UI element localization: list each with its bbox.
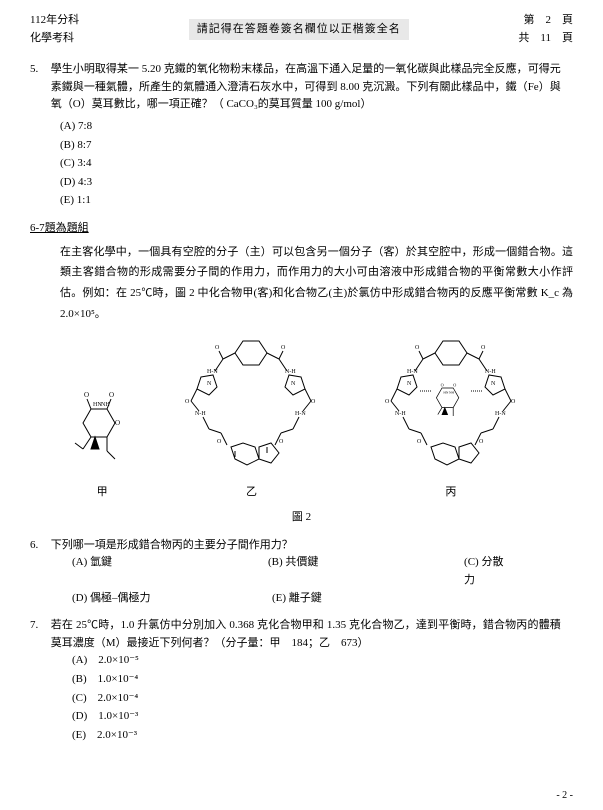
svg-text:O: O bbox=[109, 391, 114, 399]
svg-text:N-H: N-H bbox=[485, 369, 496, 375]
figure-bing-label: 丙 bbox=[366, 484, 536, 502]
molecule-yi-icon: O O H-N N-H N N O O N-H H-N O O bbox=[171, 333, 331, 473]
q5-options: (A) 7:8 (B) 8:7 (C) 3:4 (D) 4:3 (E) 1:1 bbox=[60, 118, 573, 210]
question-5: 5. 學生小明取得某一 5.20 克鐵的氧化物粉末樣品，在高溫下通入足量的一氧化… bbox=[30, 61, 573, 210]
q5-opt-c: (C) 3:4 bbox=[60, 155, 573, 173]
molecule-bing-icon: O O H-N N-H N N O O N-H H-N O O bbox=[366, 333, 536, 473]
svg-text:NH: NH bbox=[449, 391, 455, 395]
total-label: 共 11 頁 bbox=[518, 30, 573, 48]
q7-number: 7. bbox=[30, 617, 48, 635]
svg-text:HN: HN bbox=[443, 391, 449, 395]
question-6: 6. 下列哪一項是形成錯合物丙的主要分子間作用力？ (A) 氫鍵 (B) 共價鍵… bbox=[30, 537, 573, 607]
figure-jia: O O HN NH O 甲 bbox=[67, 383, 137, 501]
header-right: 第 2 頁 共 11 頁 bbox=[518, 12, 573, 47]
svg-text:H-N: H-N bbox=[207, 369, 218, 375]
molecule-jia-icon: O O HN NH O bbox=[67, 383, 137, 473]
figure-2-row: O O HN NH O 甲 O O H-N N-H bbox=[50, 333, 553, 501]
q5-number: 5. bbox=[30, 61, 48, 79]
q6-body: 下列哪一項是形成錯合物丙的主要分子間作用力？ bbox=[51, 537, 561, 555]
svg-text:H-N: H-N bbox=[495, 411, 506, 417]
svg-text:N: N bbox=[491, 381, 496, 387]
q7-opt-b: (B) 1.0×10⁻⁴ bbox=[72, 671, 573, 689]
group-6-7-title: 6-7題為題組 bbox=[30, 220, 573, 238]
group-6-7-passage: 在主客化學中，一個具有空腔的分子（主）可以包含另一個分子（客）於其空腔中，形成一… bbox=[60, 242, 573, 326]
q6-options: (A) 氫鍵 (B) 共價鍵 (C) 分散力 (D) 偶極–偶極力 (E) 離子… bbox=[72, 554, 573, 607]
svg-text:O: O bbox=[84, 391, 89, 399]
figure-2-caption: 圖 2 bbox=[30, 509, 573, 527]
q6-opt-b: (B) 共價鍵 bbox=[268, 554, 404, 589]
svg-text:O: O bbox=[279, 439, 284, 445]
q5-opt-a: (A) 7:8 bbox=[60, 118, 573, 136]
page-label: 第 2 頁 bbox=[518, 12, 573, 30]
svg-text:O: O bbox=[281, 345, 286, 351]
q7-opt-a: (A) 2.0×10⁻⁵ bbox=[72, 652, 573, 670]
svg-text:O: O bbox=[385, 399, 390, 405]
svg-text:H-N: H-N bbox=[295, 411, 306, 417]
q6-opt-e: (E) 離子鍵 bbox=[272, 590, 322, 608]
q6-opt-c: (C) 分散力 bbox=[464, 554, 513, 589]
svg-text:N: N bbox=[291, 381, 296, 387]
svg-text:O: O bbox=[217, 439, 222, 445]
q5-opt-e: (E) 1:1 bbox=[60, 192, 573, 210]
header-left: 112年分科 化學考科 bbox=[30, 12, 79, 47]
q6-opt-a: (A) 氫鍵 bbox=[72, 554, 208, 589]
subject-line: 化學考科 bbox=[30, 30, 79, 48]
svg-text:N-H: N-H bbox=[285, 369, 296, 375]
svg-text:N-H: N-H bbox=[195, 411, 206, 417]
q7-options: (A) 2.0×10⁻⁵ (B) 1.0×10⁻⁴ (C) 2.0×10⁻⁴ (… bbox=[72, 652, 573, 744]
q5-opt-d: (D) 4:3 bbox=[60, 174, 573, 192]
year-line: 112年分科 bbox=[30, 12, 79, 30]
svg-text:N-H: N-H bbox=[395, 411, 406, 417]
svg-text:O: O bbox=[453, 383, 456, 388]
svg-text:N: N bbox=[407, 381, 412, 387]
page-footer: - 2 - bbox=[556, 788, 573, 804]
svg-text:H-N: H-N bbox=[407, 369, 418, 375]
svg-text:O: O bbox=[215, 345, 220, 351]
svg-text:O: O bbox=[440, 383, 443, 388]
figure-yi: O O H-N N-H N N O O N-H H-N O O bbox=[171, 333, 331, 501]
figure-bing: O O H-N N-H N N O O N-H H-N O O bbox=[366, 333, 536, 501]
svg-text:O: O bbox=[479, 439, 484, 445]
svg-text:O: O bbox=[115, 419, 120, 427]
q6-opt-d: (D) 偶極–偶極力 bbox=[72, 590, 212, 608]
q7-opt-c: (C) 2.0×10⁻⁴ bbox=[72, 690, 573, 708]
q5-opt-b: (B) 8:7 bbox=[60, 137, 573, 155]
figure-yi-label: 乙 bbox=[171, 484, 331, 502]
figure-jia-label: 甲 bbox=[67, 484, 137, 502]
question-7: 7. 若在 25℃時，1.0 升氯仿中分別加入 0.368 克化合物甲和 1.3… bbox=[30, 617, 573, 744]
q7-opt-e: (E) 2.0×10⁻³ bbox=[72, 727, 573, 745]
svg-text:O: O bbox=[185, 399, 190, 405]
svg-text:O: O bbox=[417, 439, 422, 445]
q7-body: 若在 25℃時，1.0 升氯仿中分別加入 0.368 克化合物甲和 1.35 克… bbox=[51, 617, 561, 652]
svg-text:O: O bbox=[311, 399, 316, 405]
svg-text:N: N bbox=[207, 381, 212, 387]
svg-text:O: O bbox=[511, 399, 516, 405]
q7-opt-d: (D) 1.0×10⁻³ bbox=[72, 708, 573, 726]
q6-number: 6. bbox=[30, 537, 48, 555]
q5-body: 學生小明取得某一 5.20 克鐵的氧化物粉末樣品，在高溫下通入足量的一氧化碳與此… bbox=[51, 61, 561, 114]
header-note: 請記得在答題卷簽名欄位以正楷簽全名 bbox=[189, 19, 409, 41]
svg-text:NH: NH bbox=[101, 402, 110, 408]
svg-text:O: O bbox=[481, 345, 486, 351]
svg-text:O: O bbox=[415, 345, 420, 351]
page-header: 112年分科 化學考科 請記得在答題卷簽名欄位以正楷簽全名 第 2 頁 共 11… bbox=[30, 12, 573, 47]
